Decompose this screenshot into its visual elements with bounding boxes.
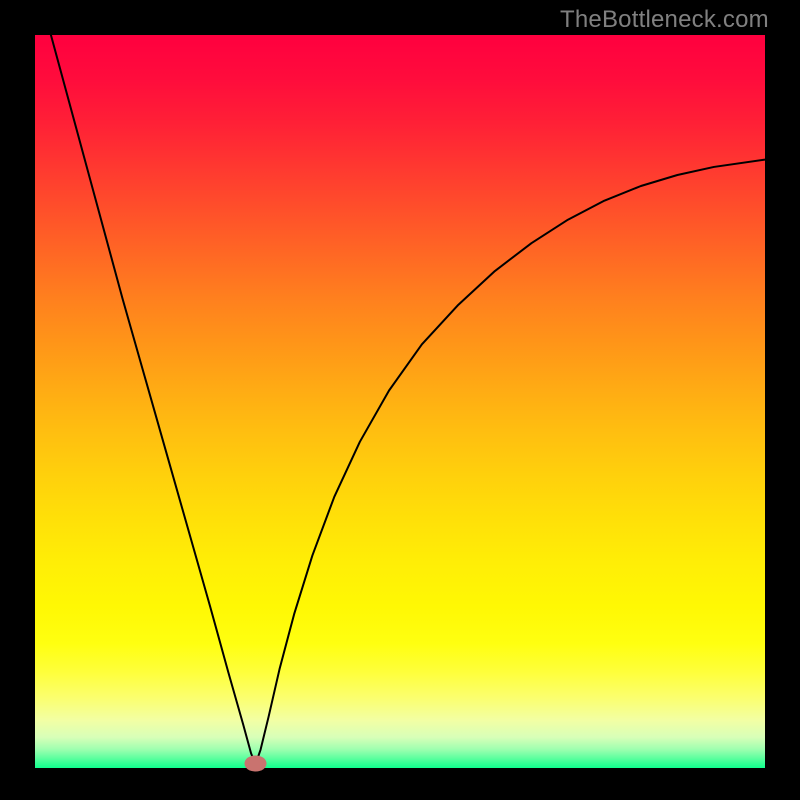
dip-marker [245, 756, 265, 771]
curve-svg [35, 35, 765, 768]
watermark-text: TheBottleneck.com [560, 6, 769, 34]
plot-area [35, 35, 765, 768]
bottleneck-curve [35, 35, 765, 764]
chart-stage: TheBottleneck.com [0, 0, 800, 800]
